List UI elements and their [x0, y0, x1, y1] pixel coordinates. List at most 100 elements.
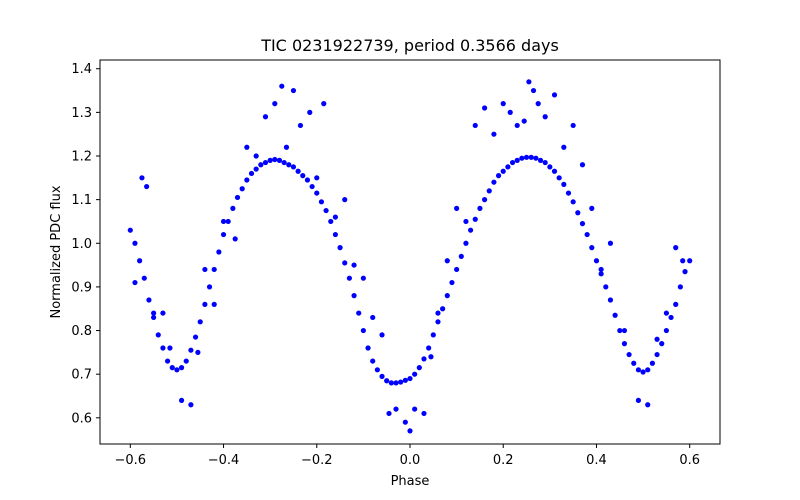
data-point: [151, 310, 157, 316]
data-point: [220, 218, 227, 225]
data-point: [428, 354, 434, 360]
data-point: [579, 221, 586, 227]
data-point: [435, 319, 441, 325]
data-point: [374, 367, 380, 373]
data-point: [673, 301, 679, 307]
data-point: [603, 284, 609, 290]
data-point: [663, 310, 669, 316]
data-point: [682, 269, 688, 275]
data-point: [307, 109, 313, 115]
data-point: [197, 319, 203, 325]
data-point: [542, 159, 548, 166]
data-point: [393, 406, 399, 412]
data-point: [635, 367, 642, 373]
data-point: [290, 87, 297, 94]
x-tick-label: 0.4: [586, 453, 607, 468]
data-point: [575, 210, 581, 216]
data-point: [202, 266, 208, 273]
data-point: [346, 275, 352, 281]
data-point: [612, 312, 618, 318]
data-point: [211, 266, 217, 273]
data-point: [304, 177, 311, 183]
data-point: [468, 227, 474, 233]
data-point: [146, 297, 152, 303]
data-point: [514, 157, 520, 163]
data-point: [386, 410, 392, 417]
data-point: [426, 345, 432, 351]
data-point: [164, 358, 171, 364]
data-point: [472, 216, 478, 222]
y-tick-label: 0.8: [71, 324, 92, 339]
data-point: [192, 334, 199, 340]
data-point: [195, 349, 201, 355]
data-point: [127, 227, 133, 233]
data-point: [160, 310, 166, 316]
data-point: [673, 245, 679, 251]
data-point: [654, 351, 660, 358]
data-point: [598, 266, 604, 273]
data-point: [276, 157, 283, 163]
y-tick-label: 1.2: [71, 150, 92, 165]
data-point: [365, 345, 371, 351]
data-point: [216, 249, 222, 255]
data-point: [407, 428, 413, 434]
x-tick-label: −0.2: [301, 453, 333, 468]
data-point: [440, 306, 446, 312]
data-point: [360, 327, 366, 334]
data-point: [160, 345, 166, 351]
x-tick-label: 0.2: [493, 453, 514, 468]
data-point: [481, 105, 488, 111]
y-axis-label: Normalized PDC flux: [49, 185, 64, 318]
data-point: [561, 181, 567, 187]
data-point: [412, 406, 418, 412]
data-point: [659, 341, 665, 347]
data-point: [314, 190, 320, 196]
data-point: [398, 379, 404, 385]
data-point: [556, 175, 562, 181]
data-point: [360, 275, 366, 281]
data-point: [167, 345, 173, 351]
data-point: [523, 154, 530, 160]
y-tick-label: 1.3: [71, 106, 92, 121]
data-point: [281, 159, 287, 166]
data-point: [309, 183, 315, 190]
data-points: [127, 79, 693, 434]
data-point: [430, 332, 436, 338]
data-point: [649, 360, 656, 366]
data-point: [444, 293, 450, 299]
data-point: [454, 266, 460, 273]
y-tick-label: 1.4: [71, 62, 92, 77]
data-point: [183, 358, 189, 364]
data-point: [631, 360, 637, 366]
data-point: [286, 162, 292, 168]
y-axis: 0.6 0.7 0.8 0.9 1.0 1.1 1.2 1.3 1.4: [71, 62, 100, 426]
data-point: [272, 156, 278, 163]
data-point: [584, 231, 590, 238]
data-point: [202, 301, 208, 307]
data-point: [458, 253, 464, 259]
y-tick-label: 0.9: [71, 280, 92, 295]
data-point: [379, 332, 385, 338]
data-point: [551, 92, 558, 98]
data-point: [351, 262, 357, 268]
data-point: [253, 153, 259, 159]
data-point: [174, 367, 180, 373]
data-point: [509, 159, 516, 166]
data-point: [244, 177, 250, 183]
data-point: [321, 101, 327, 107]
x-tick-label: 0.0: [400, 453, 421, 468]
data-point: [407, 375, 413, 382]
data-point: [521, 118, 527, 124]
data-point: [491, 131, 497, 137]
data-point: [663, 327, 669, 334]
data-point: [486, 188, 492, 194]
data-point: [211, 301, 217, 307]
data-point: [579, 162, 586, 168]
data-point: [505, 164, 511, 170]
data-point: [393, 380, 399, 386]
data-point: [370, 314, 376, 321]
data-point: [412, 371, 418, 377]
data-point: [621, 341, 628, 347]
data-point: [514, 122, 520, 129]
